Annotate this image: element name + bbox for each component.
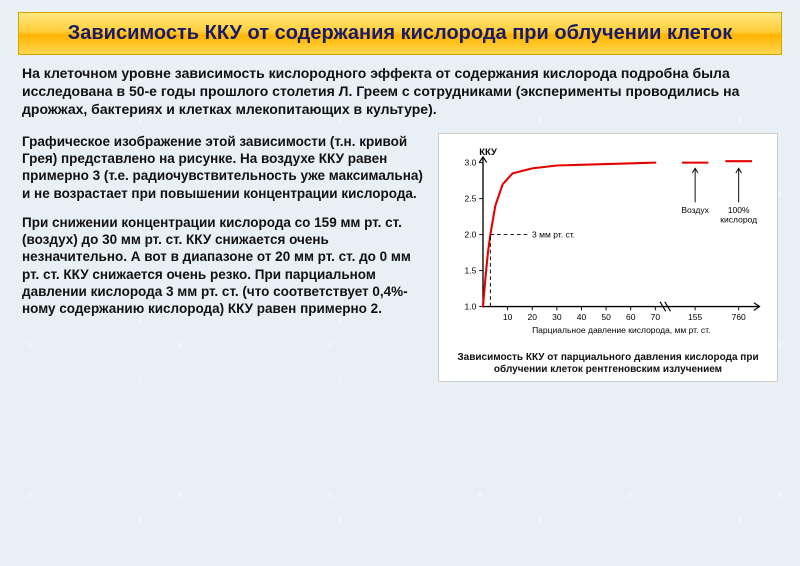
gray-curve-chart: 1.0 1.5 2.0 2.5 3.0ККУ 10 20 30 40 50 60 70 155 760 Па… [447, 140, 769, 350]
svg-text:1.5: 1.5 [465, 265, 477, 275]
svg-text:100%: 100% [728, 205, 750, 215]
paragraph-2: При снижении концентрации кислорода со 1… [22, 214, 424, 318]
text-column: Графическое изображение этой зависимости… [22, 133, 424, 382]
svg-text:760: 760 [732, 312, 746, 322]
chart-area: 1.0 1.5 2.0 2.5 3.0ККУ 10 20 30 40 50 60 70 155 760 Па… [447, 140, 769, 350]
content-row: Графическое изображение этой зависимости… [22, 133, 778, 382]
svg-text:3 мм рт. ст.: 3 мм рт. ст. [532, 229, 575, 239]
svg-text:2.0: 2.0 [465, 229, 477, 239]
chart-caption: Зависимость ККУ от парциального давления… [447, 350, 769, 377]
intro-paragraph: На клеточном уровне зависимость кислород… [22, 65, 778, 119]
svg-text:60: 60 [626, 312, 636, 322]
svg-text:20: 20 [527, 312, 537, 322]
svg-text:3.0: 3.0 [465, 157, 477, 167]
svg-text:155: 155 [688, 312, 702, 322]
svg-text:40: 40 [577, 312, 587, 322]
svg-text:10: 10 [503, 312, 513, 322]
svg-text:кислород: кислород [720, 214, 757, 224]
slide-title: Зависимость ККУ от содержания кислорода … [18, 12, 782, 55]
svg-text:Воздух: Воздух [681, 205, 709, 215]
svg-text:Парциальное давление кислорода: Парциальное давление кислорода, мм рт. с… [532, 325, 710, 335]
svg-text:70: 70 [651, 312, 661, 322]
chart-panel: 1.0 1.5 2.0 2.5 3.0ККУ 10 20 30 40 50 60 70 155 760 Па… [438, 133, 778, 382]
paragraph-1: Графическое изображение этой зависимости… [22, 133, 424, 202]
svg-text:30: 30 [552, 312, 562, 322]
svg-text:2.5: 2.5 [465, 193, 477, 203]
svg-text:1.0: 1.0 [465, 301, 477, 311]
svg-text:ККУ: ККУ [479, 147, 497, 158]
svg-text:50: 50 [601, 312, 611, 322]
